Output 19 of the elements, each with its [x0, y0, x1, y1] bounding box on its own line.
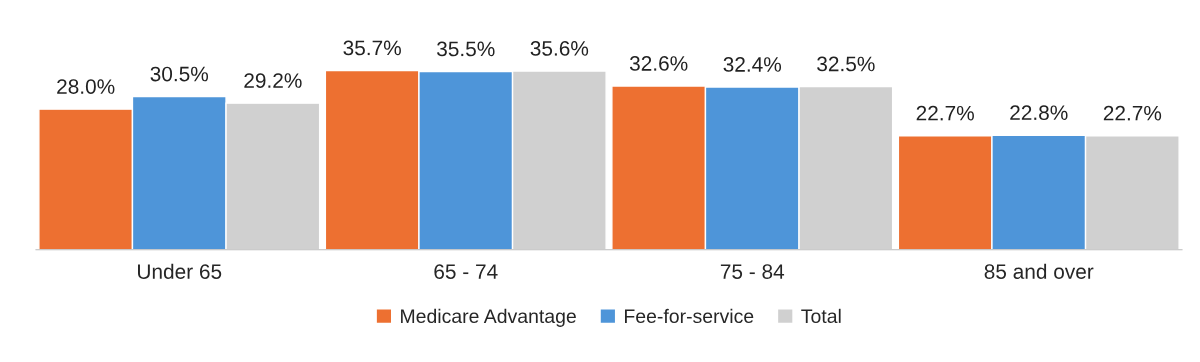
- data-label: 35.5%: [437, 41, 495, 57]
- data-label: 32.5%: [817, 56, 875, 72]
- data-label: 32.6%: [629, 56, 688, 71]
- data-label: 35.7%: [343, 40, 401, 56]
- legend-label: Medicare Advantage: [401, 308, 576, 327]
- legend-label: Total: [801, 308, 841, 324]
- data-label: 30.5%: [150, 66, 209, 82]
- data-label: 22.8%: [1010, 105, 1068, 121]
- data-label: 32.4%: [723, 57, 782, 72]
- x-tick-label: 75 - 84: [720, 264, 785, 279]
- x-tick-label: 65 - 74: [434, 264, 498, 279]
- data-label: 29.2%: [244, 73, 302, 88]
- data-label: 35.6%: [530, 41, 589, 56]
- data-label: 22.7%: [916, 105, 974, 121]
- legend-label: Fee-for-service: [625, 308, 754, 324]
- x-tick-label: 85 and over: [984, 263, 1094, 279]
- x-tick-label: Under 65: [138, 263, 222, 279]
- data-label: 28.0%: [57, 79, 115, 94]
- data-label: 22.7%: [1103, 105, 1162, 121]
